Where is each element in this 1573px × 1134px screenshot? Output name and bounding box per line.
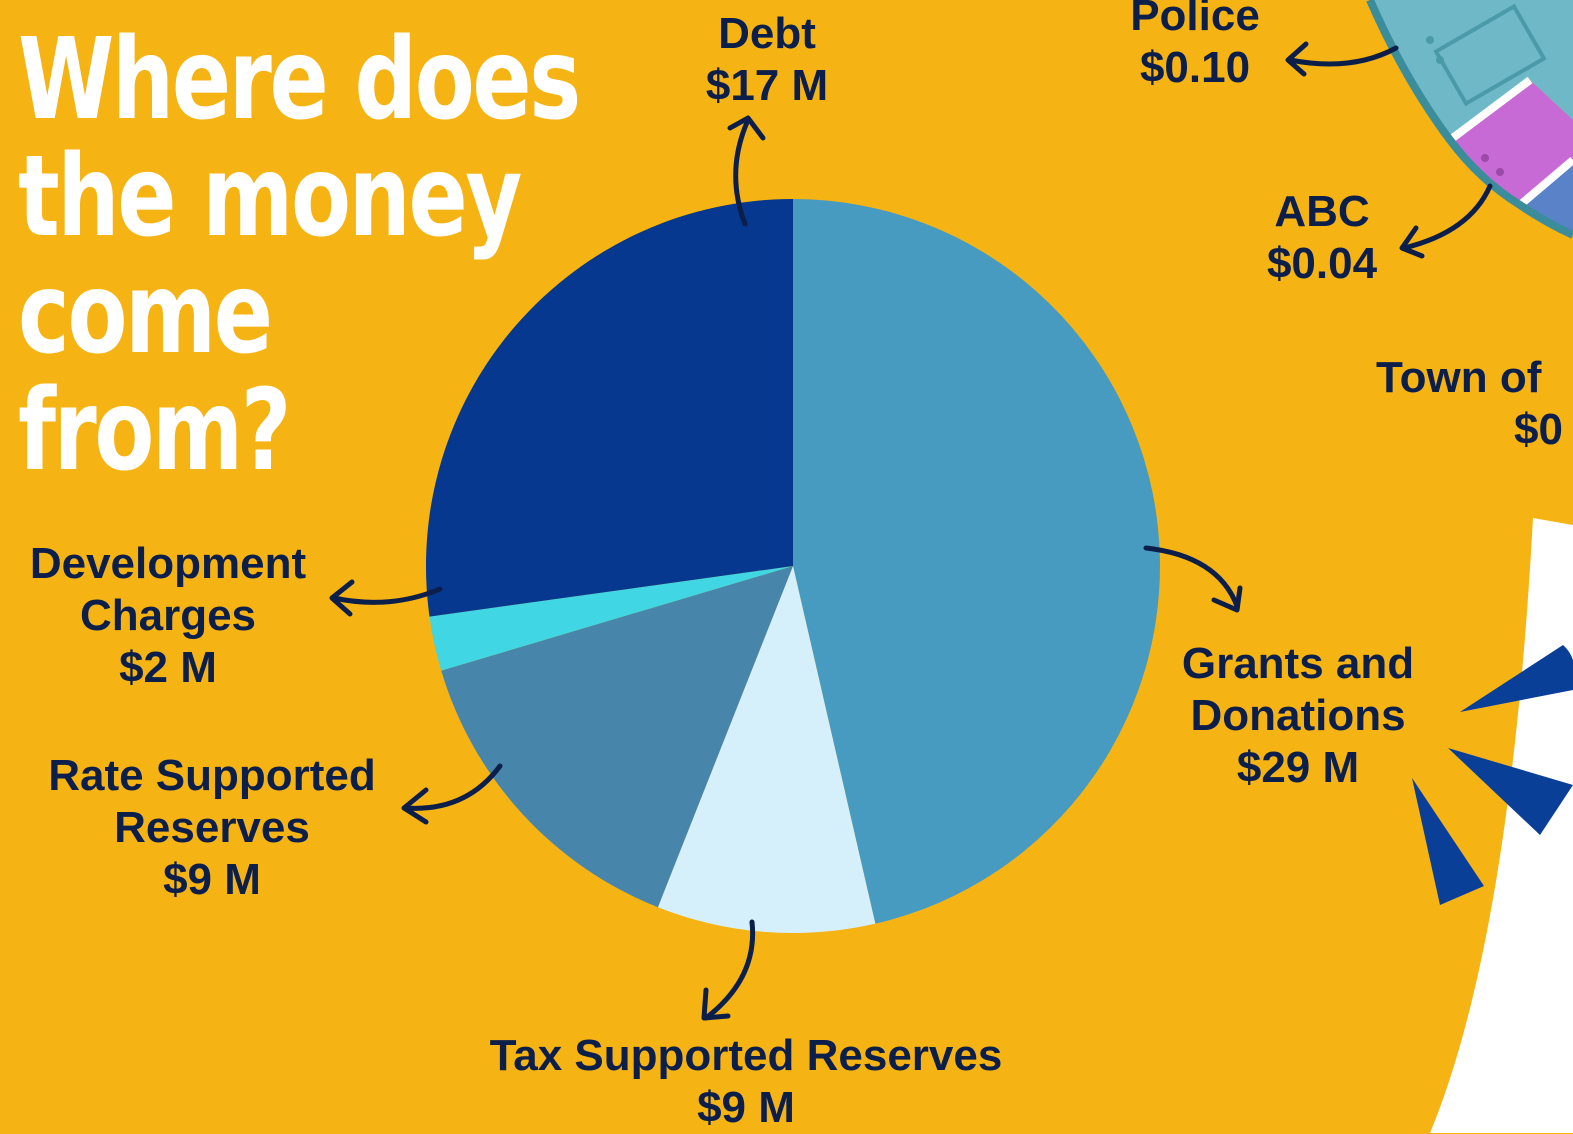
label-police-value: $0.10 <box>1139 43 1251 92</box>
title-line-3: come <box>18 249 273 379</box>
label-town-name: Town of <box>1376 353 1542 402</box>
label-rate-line2: Reserves <box>114 803 310 852</box>
title-line-1: Where does <box>18 15 581 145</box>
label-police: Police $0.10 <box>1095 0 1295 94</box>
label-dev-line2: Charges <box>79 591 257 640</box>
label-dev-value: $2 M <box>119 643 217 692</box>
label-grants-line1: Grants and <box>1181 639 1415 688</box>
arrow-rate <box>401 763 503 825</box>
pie-slice-tax-supported-reserves <box>657 566 876 934</box>
label-rate-line1: Rate Supported <box>48 751 376 800</box>
pie-slice-development-charges <box>429 566 793 671</box>
corner-wheel-slice-police <box>1370 0 1573 140</box>
label-rate: Rate Supported Reserves $9 M <box>12 750 412 906</box>
label-abc-value: $0.04 <box>1266 239 1378 288</box>
label-tax-name: Tax Supported Reserves <box>489 1031 1003 1080</box>
pie-slice-rate-supported-reserves <box>441 566 793 908</box>
label-town: Town of $0 <box>1376 352 1563 456</box>
label-abc-name: ABC <box>1274 187 1370 236</box>
label-debt-name: Debt <box>718 9 816 58</box>
corner-wheel <box>1366 0 1573 239</box>
label-grants-value: $29 M <box>1236 743 1360 792</box>
label-grants: Grants and Donations $29 M <box>1148 638 1448 794</box>
label-abc: ABC $0.04 <box>1232 186 1412 290</box>
title-line-4: from? <box>18 366 291 496</box>
label-dev: Development Charges $2 M <box>0 538 336 694</box>
label-tax: Tax Supported Reserves $9 M <box>446 1030 1046 1134</box>
label-police-name: Police <box>1130 0 1260 40</box>
label-debt-value: $17 M <box>705 61 829 110</box>
label-debt: Debt $17 M <box>667 8 867 112</box>
pie-slice-grants-and-donations <box>793 199 1160 924</box>
title-line-2: the money <box>18 132 522 262</box>
arrow-abc <box>1399 183 1493 259</box>
label-grants-line2: Donations <box>1190 691 1406 740</box>
pie-slice-debt <box>425 199 793 617</box>
label-town-value: $0 <box>1514 405 1563 454</box>
label-tax-value: $9 M <box>697 1083 795 1132</box>
label-dev-line1: Development <box>29 539 307 588</box>
arrow-police <box>1285 41 1399 77</box>
arrow-tax <box>701 919 756 1021</box>
page-title: Where does the money come from? <box>18 15 581 496</box>
accent-burst <box>1412 645 1573 905</box>
label-rate-value: $9 M <box>163 855 261 904</box>
arrow-dev <box>329 579 443 617</box>
arrow-debt <box>727 115 766 227</box>
corner-wheel-slice-town <box>1520 160 1573 235</box>
arrow-grants <box>1143 545 1243 613</box>
